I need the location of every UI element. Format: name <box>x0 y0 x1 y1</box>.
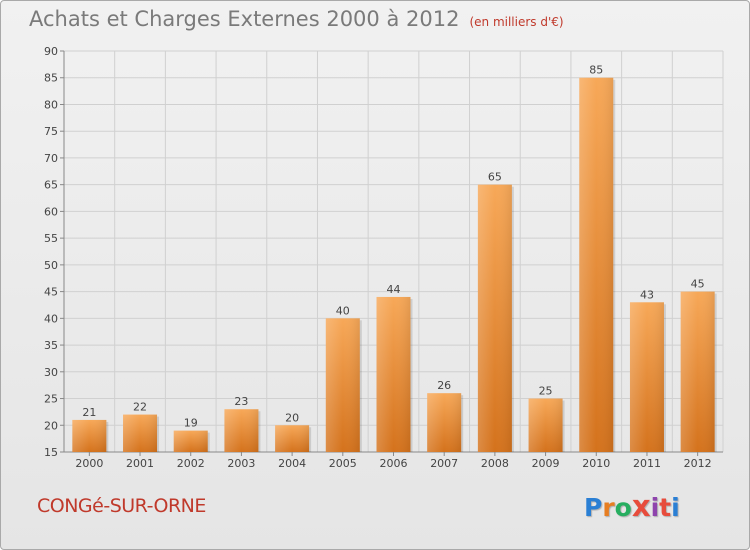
bar-highlight <box>72 419 107 452</box>
data-label: 65 <box>488 171 502 184</box>
logo-letter: r <box>602 493 615 522</box>
x-tick-label: 2008 <box>481 457 509 470</box>
y-tick-label: 60 <box>44 205 58 218</box>
y-tick-label: 40 <box>44 312 58 325</box>
y-tick-label: 50 <box>44 259 58 272</box>
bar-highlight <box>325 318 360 452</box>
y-tick-label: 55 <box>44 232 58 245</box>
x-tick-label: 2000 <box>75 457 103 470</box>
x-tick-label: 2010 <box>582 457 610 470</box>
bar-highlight <box>579 77 614 452</box>
bar-highlight <box>629 302 664 452</box>
y-tick-label: 80 <box>44 98 58 111</box>
bar-highlight <box>528 398 563 452</box>
bar-highlight <box>477 184 512 452</box>
bar-highlight <box>275 425 310 452</box>
x-tick-label: 2001 <box>126 457 154 470</box>
chart-unit-note: (en milliers d'€) <box>469 15 564 29</box>
data-label: 21 <box>82 406 96 419</box>
data-label: 26 <box>437 379 451 392</box>
data-label: 44 <box>387 283 401 296</box>
x-tick-label: 2011 <box>633 457 661 470</box>
data-label: 19 <box>184 417 198 430</box>
data-label: 23 <box>234 395 248 408</box>
bars <box>72 77 717 452</box>
y-tick-label: 30 <box>44 366 58 379</box>
bar-highlight <box>173 430 208 452</box>
y-tick-label: 45 <box>44 286 58 299</box>
data-label: 45 <box>691 278 705 291</box>
y-tick-label: 85 <box>44 72 58 85</box>
x-tick-label: 2005 <box>329 457 357 470</box>
y-tick-label: 35 <box>44 339 58 352</box>
logo-letter: x <box>631 489 651 523</box>
x-tick-label: 2007 <box>430 457 458 470</box>
x-tick-label: 2002 <box>177 457 205 470</box>
data-label: 85 <box>589 64 603 77</box>
x-tick-label: 2006 <box>380 457 408 470</box>
data-label: 43 <box>640 288 654 301</box>
y-tick-label: 15 <box>44 446 58 459</box>
chart-title-text: Achats et Charges Externes 2000 à 2012 <box>29 7 460 31</box>
y-tick-label: 90 <box>44 45 58 58</box>
logo-letter: i <box>671 493 680 522</box>
bar-highlight <box>376 296 411 452</box>
logo-letter: o <box>614 493 632 522</box>
data-labels: 21 22 19 23 20 40 44 26 65 25 85 43 45 <box>82 64 704 430</box>
logo-letter: P <box>584 493 603 522</box>
city-name: CONGé-SUR-ORNE <box>37 495 206 517</box>
bar-highlight <box>123 414 158 452</box>
proxiti-logo[interactable]: Proxiti <box>584 489 680 523</box>
y-tick-label: 65 <box>44 179 58 192</box>
x-tick-label: 2009 <box>532 457 560 470</box>
bar-highlight <box>680 291 715 452</box>
x-tick-label: 2004 <box>278 457 306 470</box>
data-label: 20 <box>285 411 299 424</box>
x-tick-label: 2003 <box>227 457 255 470</box>
logo-letter: t <box>659 493 672 522</box>
data-label: 25 <box>539 385 553 398</box>
data-label: 22 <box>133 401 147 414</box>
logo-letter: i <box>650 493 660 522</box>
y-tick-label: 25 <box>44 393 58 406</box>
y-tick-label: 70 <box>44 152 58 165</box>
x-tick-label: 2012 <box>684 457 712 470</box>
chart-title: Achats et Charges Externes 2000 à 2012 (e… <box>29 7 564 31</box>
bar-highlight <box>224 409 259 452</box>
bar-highlight <box>427 393 462 452</box>
y-tick-label: 75 <box>44 125 58 138</box>
y-tick-label: 20 <box>44 419 58 432</box>
data-label: 40 <box>336 304 350 317</box>
